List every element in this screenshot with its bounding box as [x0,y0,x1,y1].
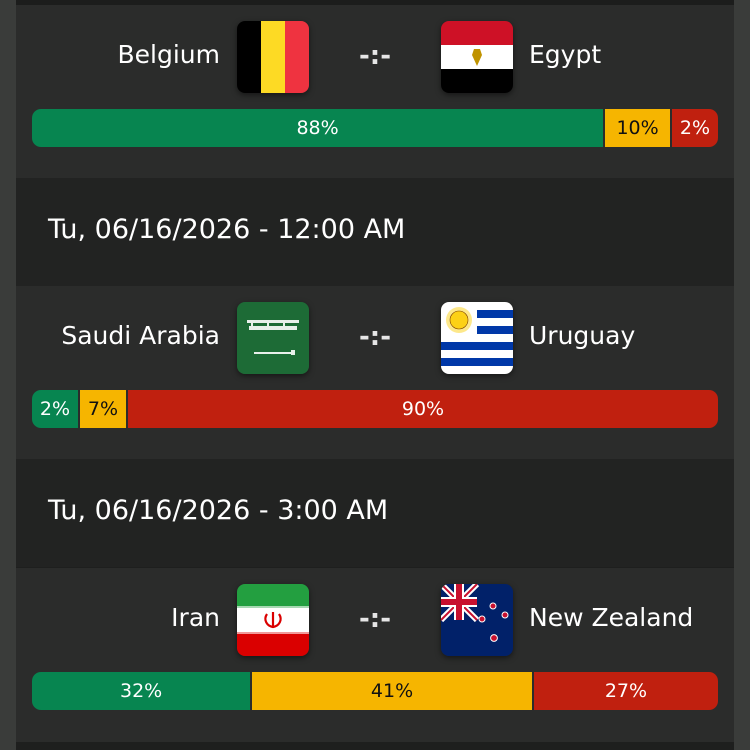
score: -:- [359,41,391,71]
belgium-flag-icon [237,21,309,93]
away-team-name: New Zealand [529,603,694,632]
probability-bar: 2% 7% 90% [32,390,718,428]
probability-bar: 32% 41% 27% [32,672,718,710]
match-card[interactable]: Iran -:- New Zealand 32% 41% 27% [16,568,734,742]
home-team-name: Saudi Arabia [61,321,220,350]
away-win-probability: 90% [128,390,718,428]
date-label: Tu, 06/16/2026 - 12:00 AM [48,214,406,245]
probability-bar: 88% 10% 2% [32,109,718,147]
home-win-probability: 32% [32,672,251,710]
home-win-probability: 88% [32,109,604,147]
date-header: Tu, 06/16/2026 - 3:00 AM [16,459,734,567]
previous-card-edge [16,0,734,5]
match-card[interactable]: Saudi Arabia -:- Uruguay 2% 7% 90% [16,286,734,459]
saudi-arabia-flag-icon [237,302,309,374]
uruguay-flag-icon [441,302,513,374]
draw-probability: 7% [80,390,126,428]
away-win-probability: 27% [533,672,718,710]
away-team-name: Egypt [529,40,602,69]
draw-probability: 41% [252,672,532,710]
away-win-probability: 2% [672,109,718,147]
match-list: Belgium -:- Egypt 88% 10% 2% Tu, 06/16/2… [16,0,734,750]
home-team-name: Belgium [117,40,221,69]
home-team-name: Iran [171,603,220,632]
home-win-probability: 2% [32,390,78,428]
egypt-flag-icon [441,21,513,93]
away-team-name: Uruguay [529,321,636,350]
score: -:- [359,322,391,352]
iran-flag-icon [237,584,309,656]
match-card[interactable]: Belgium -:- Egypt 88% 10% 2% [16,5,734,178]
score: -:- [359,604,391,634]
date-header: Tu, 06/16/2026 - 12:00 AM [16,178,734,286]
new-zealand-flag-icon [441,584,513,656]
date-label: Tu, 06/16/2026 - 3:00 AM [48,495,389,526]
draw-probability: 10% [605,109,670,147]
